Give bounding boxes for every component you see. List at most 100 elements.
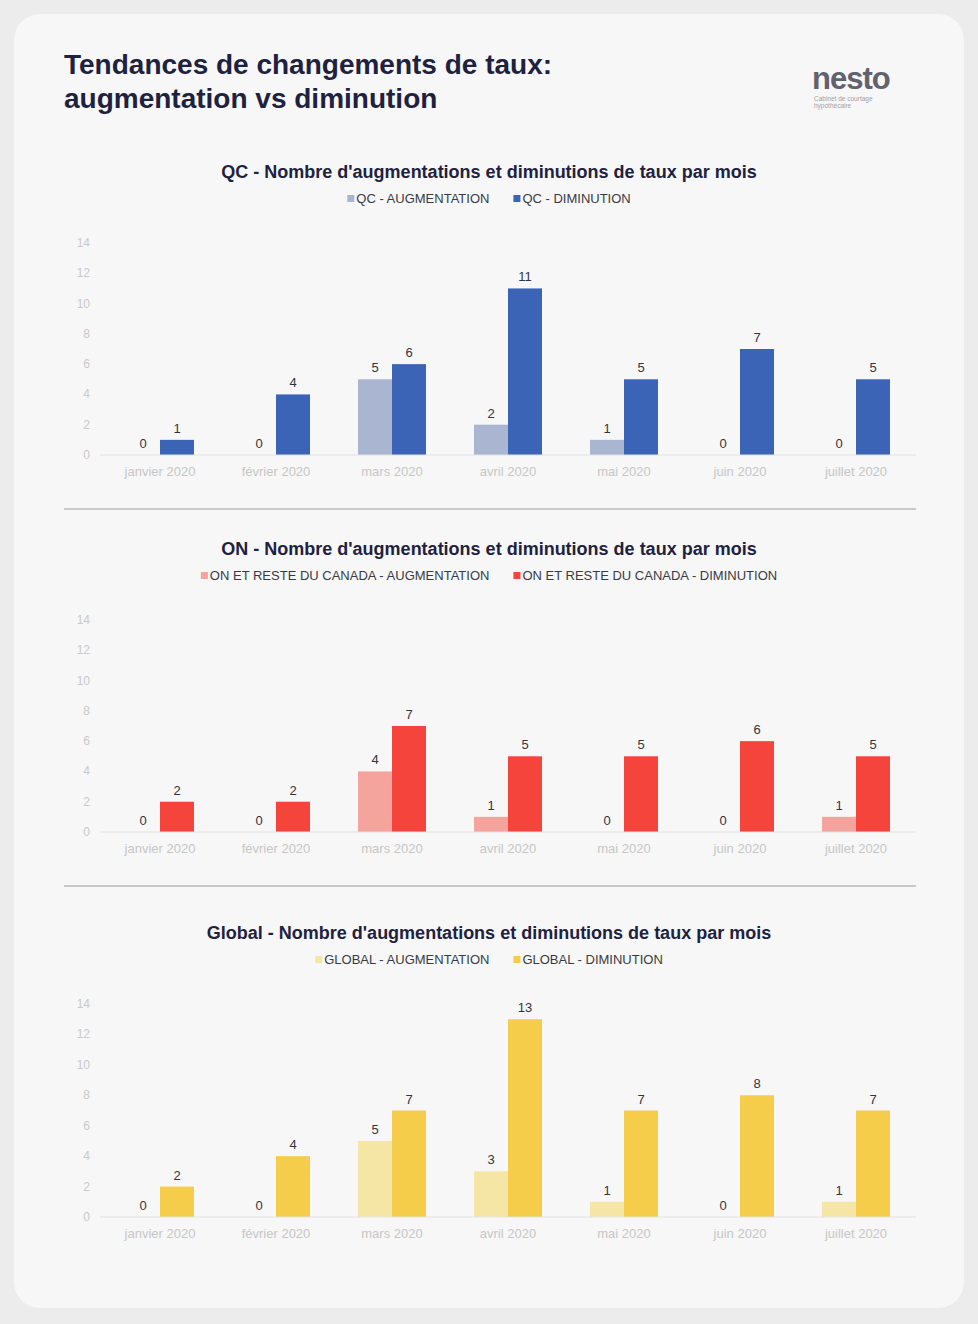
legend-swatch <box>315 956 322 963</box>
data-label: 13 <box>518 1000 532 1015</box>
legend-label: QC - DIMINUTION <box>522 191 630 206</box>
y-tick-label: 2 <box>83 795 90 809</box>
x-tick-label: avril 2020 <box>480 841 536 856</box>
page-title: augmentation vs diminution <box>64 83 437 114</box>
data-label: 6 <box>753 722 760 737</box>
x-tick-label: mars 2020 <box>361 1226 422 1241</box>
data-label: 5 <box>637 360 644 375</box>
bar <box>358 379 392 455</box>
separator <box>64 886 916 887</box>
data-label: 1 <box>835 1183 842 1198</box>
legend-swatch <box>513 956 520 963</box>
data-label: 11 <box>518 269 532 284</box>
data-label: 0 <box>139 1198 146 1213</box>
y-tick-label: 4 <box>83 1149 90 1163</box>
separator <box>64 509 916 510</box>
y-tick-label: 12 <box>77 643 91 657</box>
bar <box>624 1111 658 1218</box>
y-tick-label: 14 <box>77 236 91 250</box>
data-label: 0 <box>835 436 842 451</box>
bar <box>624 379 658 455</box>
data-label: 5 <box>371 360 378 375</box>
bar <box>508 1019 542 1217</box>
data-label: 0 <box>603 813 610 828</box>
y-tick-label: 10 <box>77 1058 91 1072</box>
bar <box>358 1141 392 1217</box>
y-tick-label: 8 <box>83 704 90 718</box>
page-title: Tendances de changements de taux: <box>64 49 552 80</box>
x-tick-label: avril 2020 <box>480 464 536 479</box>
data-label: 5 <box>869 360 876 375</box>
y-tick-label: 0 <box>83 1210 90 1224</box>
bars <box>160 1019 890 1217</box>
chart-title: Global - Nombre d'augmentations et dimin… <box>207 923 771 943</box>
legend-label: ON ET RESTE DU CANADA - DIMINUTION <box>522 568 777 583</box>
y-tick-label: 4 <box>83 387 90 401</box>
x-tick-label: mai 2020 <box>597 1226 650 1241</box>
y-tick-label: 6 <box>83 357 90 371</box>
y-tick-label: 14 <box>77 997 91 1011</box>
x-tick-label: juillet 2020 <box>824 1226 887 1241</box>
data-label: 7 <box>405 1092 412 1107</box>
bar <box>160 802 194 832</box>
x-tick-label: mai 2020 <box>597 464 650 479</box>
legend: GLOBAL - AUGMENTATIONGLOBAL - DIMINUTION <box>315 952 663 967</box>
legend-swatch <box>201 572 208 579</box>
data-label: 4 <box>289 375 296 390</box>
bar <box>856 1111 890 1218</box>
bar <box>358 771 392 832</box>
y-tick-label: 12 <box>77 1027 91 1041</box>
chart: QC - Nombre d'augmentations et diminutio… <box>77 162 916 479</box>
legend-swatch <box>347 195 354 202</box>
data-label: 8 <box>753 1076 760 1091</box>
data-label: 1 <box>603 1183 610 1198</box>
bar <box>856 379 890 455</box>
bar <box>392 364 426 455</box>
x-tick-label: mars 2020 <box>361 841 422 856</box>
data-label: 0 <box>255 436 262 451</box>
chart-title: QC - Nombre d'augmentations et diminutio… <box>221 162 756 182</box>
data-label: 4 <box>371 752 378 767</box>
bars <box>160 288 890 455</box>
data-label: 7 <box>869 1092 876 1107</box>
x-tick-label: mai 2020 <box>597 841 650 856</box>
x-tick-label: juin 2020 <box>713 1226 767 1241</box>
bar <box>590 440 624 455</box>
bar <box>740 349 774 455</box>
bar <box>160 440 194 455</box>
data-label: 0 <box>719 813 726 828</box>
x-tick-label: janvier 2020 <box>124 841 196 856</box>
legend-label: ON ET RESTE DU CANADA - AUGMENTATION <box>210 568 490 583</box>
y-tick-label: 6 <box>83 1119 90 1133</box>
bar <box>740 741 774 832</box>
data-label: 4 <box>289 1137 296 1152</box>
background <box>0 0 978 1324</box>
bar <box>508 288 542 455</box>
bar <box>276 1156 310 1217</box>
data-label: 1 <box>173 421 180 436</box>
bar <box>822 817 856 832</box>
x-tick-label: janvier 2020 <box>124 1226 196 1241</box>
y-tick-label: 2 <box>83 418 90 432</box>
axis-line <box>100 832 916 833</box>
bar <box>590 1202 624 1217</box>
y-tick-label: 4 <box>83 764 90 778</box>
y-tick-label: 0 <box>83 825 90 839</box>
bar <box>392 1111 426 1218</box>
y-tick-label: 12 <box>77 266 91 280</box>
logo: nesto <box>812 61 890 96</box>
data-label: 1 <box>487 798 494 813</box>
bar <box>474 817 508 832</box>
data-label: 0 <box>719 436 726 451</box>
y-tick-label: 2 <box>83 1180 90 1194</box>
page: Tendances de changements de taux:augment… <box>0 0 978 1324</box>
legend-swatch <box>513 195 520 202</box>
x-tick-label: juin 2020 <box>713 464 767 479</box>
legend-swatch <box>513 572 520 579</box>
bar <box>474 425 508 455</box>
data-label: 6 <box>405 345 412 360</box>
chart: Global - Nombre d'augmentations et dimin… <box>77 923 916 1241</box>
data-label: 2 <box>173 783 180 798</box>
data-label: 1 <box>603 421 610 436</box>
x-tick-label: février 2020 <box>242 1226 311 1241</box>
